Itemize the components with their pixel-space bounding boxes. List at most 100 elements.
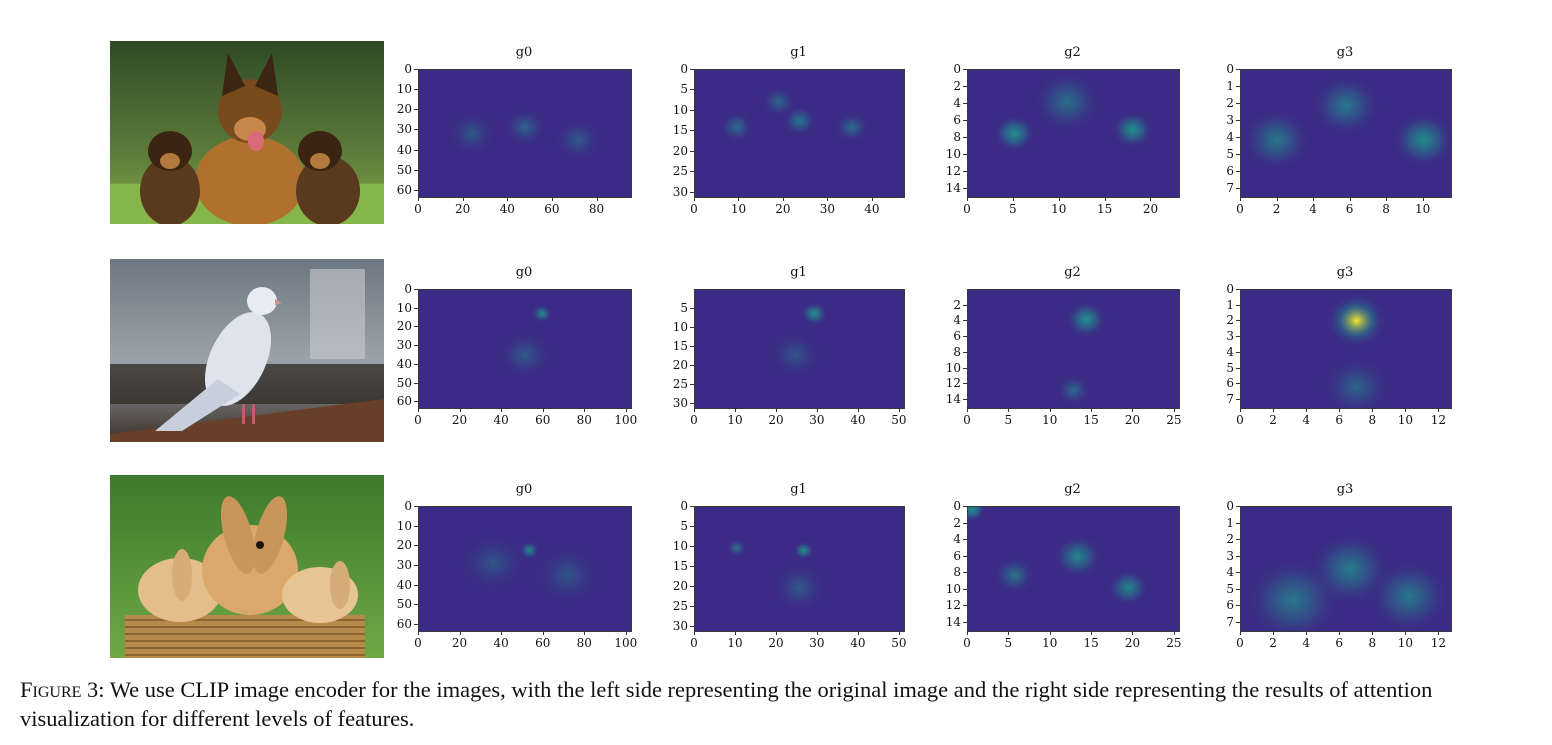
- y-tick-label: 6: [1226, 163, 1234, 178]
- caption-label: Figure 3:: [20, 677, 105, 702]
- y-tick-mark: [690, 384, 694, 386]
- y-tick-mark: [690, 365, 694, 367]
- x-tick-mark: [1173, 631, 1175, 635]
- x-tick-mark: [584, 408, 586, 412]
- x-tick-mark: [501, 631, 503, 635]
- x-tick-label: 10: [1051, 202, 1067, 216]
- x-tick-mark: [1306, 631, 1308, 635]
- x-tick-label: 20: [775, 202, 791, 216]
- y-tick-mark: [690, 526, 694, 527]
- panel-title: g1: [790, 482, 807, 497]
- y-tick-label: 10: [396, 518, 412, 533]
- x-tick-mark: [462, 197, 464, 201]
- x-tick-label: 50: [891, 413, 907, 427]
- y-tick-mark: [963, 522, 967, 524]
- y-tick-label: 50: [396, 597, 412, 612]
- y-tick-label: 15: [672, 559, 688, 573]
- x-tick-label: 4: [1302, 413, 1310, 427]
- y-tick-label: 6: [953, 329, 961, 344]
- pigeon-photo: [110, 259, 384, 442]
- x-tick-mark: [738, 197, 740, 201]
- y-tick-mark: [963, 621, 967, 623]
- y-tick-mark: [1236, 85, 1240, 87]
- y-tick-mark: [690, 130, 694, 132]
- y-tick-mark: [1236, 572, 1240, 574]
- panel-title: g3: [1336, 45, 1354, 60]
- y-tick-label: 2: [953, 78, 961, 93]
- x-tick-mark: [1422, 197, 1424, 201]
- x-tick-mark: [1240, 408, 1241, 412]
- x-tick-mark: [1132, 408, 1134, 412]
- y-tick-label: 8: [953, 344, 961, 359]
- x-tick-mark: [625, 408, 627, 412]
- caption-text: We use CLIP image encoder for the images…: [20, 677, 1433, 731]
- x-tick-mark: [1132, 631, 1134, 635]
- y-tick-label: 40: [396, 142, 412, 157]
- attention-heatmap: [967, 69, 1180, 198]
- panel-title: g1: [790, 45, 807, 60]
- x-tick-mark: [542, 408, 544, 412]
- y-tick-label: 0: [404, 62, 412, 76]
- y-tick-label: 6: [953, 112, 961, 127]
- x-tick-label: 25: [1166, 636, 1182, 650]
- y-tick-mark: [414, 525, 418, 527]
- x-tick-mark: [775, 631, 777, 635]
- x-tick-mark: [542, 631, 544, 635]
- x-tick-label: 40: [499, 202, 515, 216]
- y-tick-label: 30: [672, 184, 688, 199]
- x-tick-label: 12: [1430, 413, 1447, 427]
- x-tick-label: 10: [1042, 413, 1058, 427]
- x-tick-mark: [1438, 408, 1440, 412]
- y-tick-label: 15: [672, 123, 688, 138]
- y-tick-mark: [963, 85, 967, 87]
- x-tick-label: 20: [768, 636, 784, 650]
- x-tick-mark: [1091, 408, 1093, 412]
- x-tick-label: 15: [1083, 413, 1099, 427]
- y-tick-label: 30: [396, 558, 412, 573]
- y-tick-label: 20: [396, 102, 412, 117]
- y-tick-label: 5: [680, 519, 688, 533]
- x-tick-label: 10: [1397, 636, 1413, 650]
- y-tick-label: 7: [1226, 614, 1234, 629]
- y-tick-mark: [1236, 187, 1240, 189]
- y-tick-mark: [690, 109, 694, 111]
- y-tick-label: 5: [1226, 146, 1234, 161]
- attention-heatmap: [694, 289, 905, 409]
- x-tick-mark: [1049, 631, 1051, 635]
- attention-heatmap: [418, 506, 632, 632]
- y-tick-mark: [1236, 320, 1240, 322]
- y-tick-mark: [690, 546, 694, 547]
- y-tick-label: 30: [396, 338, 412, 353]
- attention-heatmap: [418, 69, 632, 198]
- panel-title: g2: [1064, 482, 1081, 497]
- x-tick-mark: [1438, 631, 1440, 635]
- y-tick-label: 30: [396, 122, 412, 137]
- y-tick-label: 2: [1226, 313, 1234, 328]
- x-tick-mark: [1058, 197, 1060, 201]
- y-tick-mark: [1236, 539, 1240, 541]
- x-tick-mark: [1372, 408, 1374, 412]
- y-tick-label: 60: [396, 394, 412, 409]
- y-tick-mark: [1236, 522, 1240, 524]
- y-tick-label: 10: [945, 360, 961, 375]
- x-tick-label: 0: [963, 202, 971, 216]
- y-tick-mark: [963, 304, 967, 306]
- y-tick-mark: [690, 346, 694, 348]
- y-tick-label: 5: [680, 301, 688, 316]
- y-tick-label: 40: [396, 356, 412, 371]
- y-tick-mark: [1236, 304, 1240, 306]
- y-tick-mark: [1236, 367, 1240, 369]
- y-tick-mark: [414, 604, 418, 606]
- x-tick-mark: [625, 631, 627, 635]
- x-tick-label: 0: [963, 636, 971, 650]
- y-tick-label: 15: [672, 339, 688, 354]
- y-tick-mark: [690, 626, 694, 627]
- y-tick-label: 40: [396, 577, 412, 592]
- x-tick-label: 6: [1345, 202, 1354, 216]
- y-tick-mark: [1236, 506, 1240, 507]
- y-tick-label: 14: [945, 180, 961, 195]
- y-tick-mark: [1236, 69, 1240, 70]
- y-tick-label: 7: [1226, 180, 1234, 195]
- y-tick-mark: [963, 69, 967, 70]
- y-tick-mark: [1236, 383, 1240, 385]
